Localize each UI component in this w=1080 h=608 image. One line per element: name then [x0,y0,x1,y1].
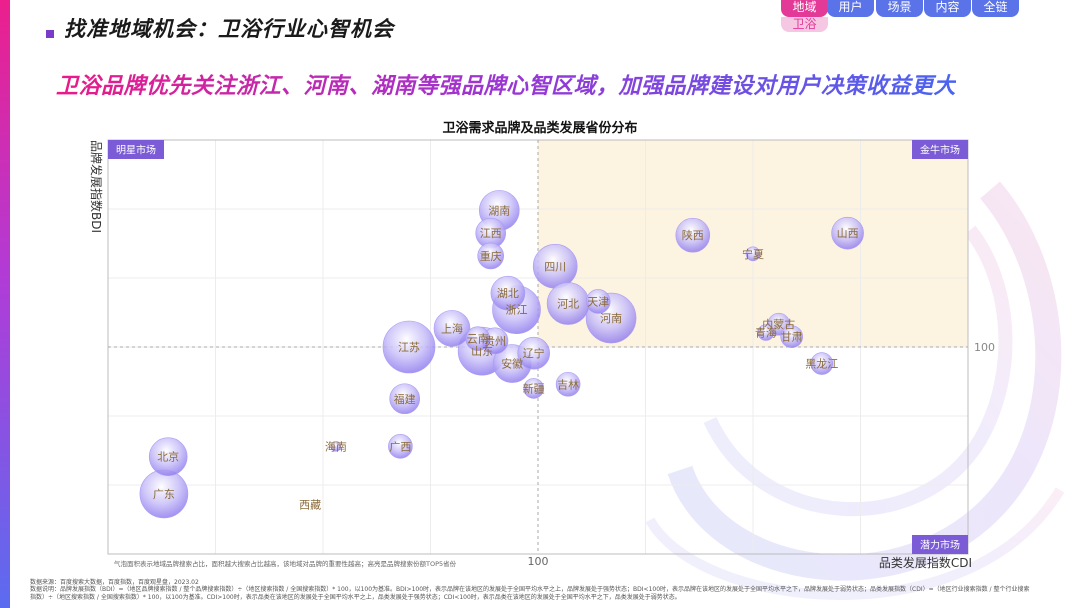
bubble-label-吉林: 吉林 [557,377,579,391]
bubble-宁夏 [745,246,761,262]
bubble-label-西藏: 西藏 [299,498,321,511]
left-accent-stripe [0,0,10,608]
bubble-label-北京: 北京 [157,450,179,464]
title-bullet [46,30,54,38]
chart-title: 卫浴需求品牌及品类发展省份分布 [442,121,638,136]
bubble-label-贵州: 贵州 [484,335,506,348]
bubble-云南 [465,326,491,352]
bubble-label-江西: 江西 [480,227,502,240]
bubble-陕西 [675,217,711,253]
quadrant-label-star: 明星市场 [116,144,156,157]
bubble-label-湖北: 湖北 [497,287,519,300]
quadrant-label-potential-bg [912,535,968,554]
bubble-label-上海: 上海 [441,321,463,335]
bubble-label-广东: 广东 [153,488,175,501]
bubble-label-四川: 四川 [544,260,566,273]
y-axis-label: 品牌发展指数BDI [89,140,104,233]
bubble-甘肃 [780,325,804,348]
bubble-label-内蒙古: 内蒙古 [762,317,795,331]
bubble-label-辽宁: 辽宁 [523,346,545,360]
bubble-label-黑龙江: 黑龙江 [805,358,838,371]
bubble-label-福建: 福建 [394,392,416,406]
bubble-label-宁夏: 宁夏 [742,247,764,261]
x-axis-label: 品类发展指数CDI [879,555,972,570]
tab-region[interactable]: 地域 [781,0,828,17]
bubble-label-青海: 青海 [755,326,777,340]
bubble-label-湖南: 湖南 [488,204,510,217]
page-title: 找准地域机会：卫浴行业心智机会 [64,17,394,41]
bubble-label-河北: 河北 [557,298,579,311]
bubble-山西 [831,216,864,250]
data-description-note: 数据说明：品牌发展指数（BDI）=（地区品牌搜索指数 / 整个品牌搜索指数）÷（… [30,586,1030,601]
tab-users[interactable]: 用户 [827,0,874,17]
bubble-上海 [433,310,471,347]
bubble-青海 [757,324,775,341]
bubble-label-江苏: 江苏 [398,341,420,354]
bubble-label-安徽: 安徽 [501,357,523,371]
bubble-label-新疆: 新疆 [523,381,545,395]
bubble-吉林 [555,371,581,397]
x-reference-tick-label: 100 [528,555,549,568]
bubble-label-重庆: 重庆 [480,249,502,263]
tab-content[interactable]: 内容 [924,0,971,17]
bubble-北京 [148,437,188,477]
y-reference-tick-label: 100 [974,341,995,354]
quadrant-label-cash-cow-bg [912,140,968,159]
bubble-海南 [330,441,342,452]
bubble-天津 [585,289,611,314]
bubble-重庆 [477,242,505,270]
bubble-江苏 [382,320,436,374]
bubble-label-广西: 广西 [389,440,411,453]
bubble-label-海南: 海南 [325,439,347,453]
bubble-湖北 [490,275,526,311]
bubble-黑龙江 [810,352,834,375]
quadrant-label-star-bg [108,140,164,159]
bubble-辽宁 [517,336,551,370]
tab-scenes[interactable]: 场景 [876,0,923,17]
bubble-福建 [389,383,421,415]
bubble-label-浙江: 浙江 [506,304,528,317]
bubble-新疆 [523,378,545,399]
bubble-label-山西: 山西 [837,227,859,240]
tab-region-subcategory[interactable]: 卫浴 [781,17,828,32]
data-source-note: 数据来源：百度搜索大数据，百度指数，百度观星盘，2023.02 [30,579,199,586]
quadrant-label-potential: 潜力市场 [920,539,960,552]
bubble-label-天津: 天津 [587,295,609,308]
bubble-label-陕西: 陕西 [682,228,704,242]
chart-note: 气泡面积表示地域品牌搜索占比，面积越大搜索占比越高，该地域对品牌的重要性越高；高… [114,559,457,568]
bubble-label-甘肃: 甘肃 [781,331,803,344]
bubble-label-云南: 云南 [467,333,489,346]
tab-full-chain[interactable]: 全链 [972,0,1019,17]
quadrant-label-cash-cow: 金牛市场 [920,144,960,157]
headline: 卫浴品牌优先关注浙江、河南、湖南等强品牌心智区域，加强品牌建设对用户决策收益更大 [56,68,956,100]
bubble-广西 [388,434,413,459]
bubble-label-河南: 河南 [600,312,622,325]
bubble-label-山东: 山东 [471,345,493,358]
